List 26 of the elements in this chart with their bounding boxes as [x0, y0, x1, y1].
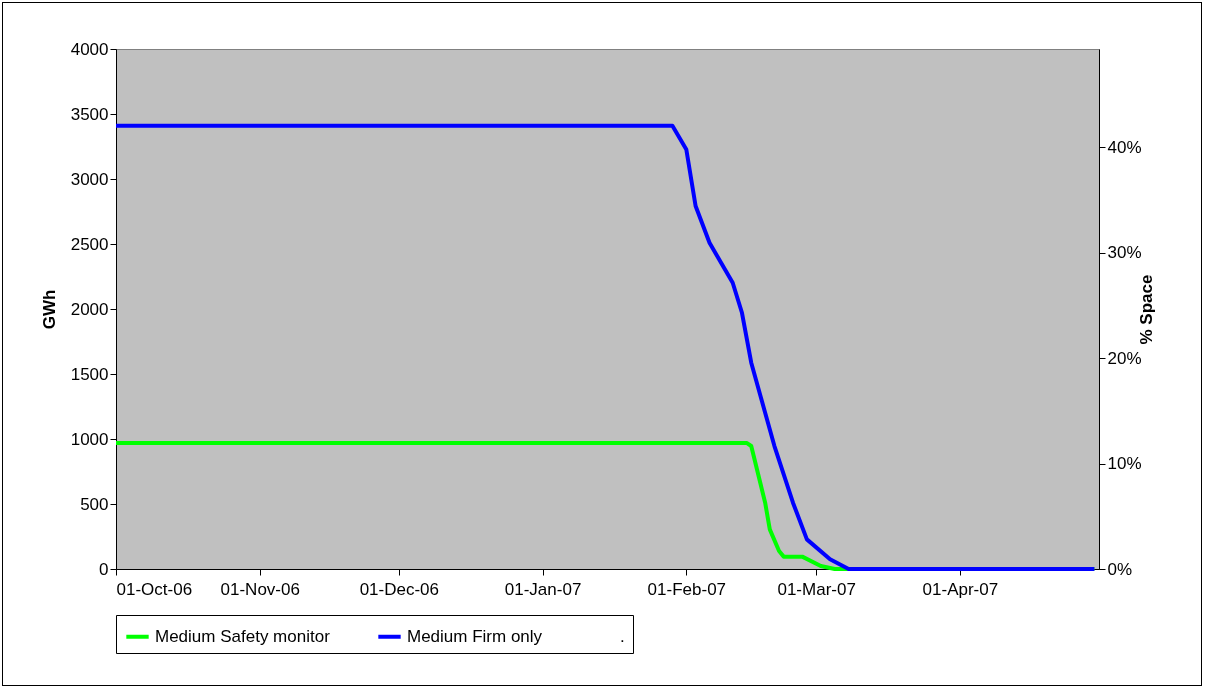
- y-tick-label: 0: [99, 559, 109, 579]
- y2-tick-label: 40%: [1107, 137, 1142, 157]
- x-tick-label: 01-Nov-06: [220, 579, 300, 599]
- y-axis-title: GWh: [39, 289, 59, 330]
- legend-label: Medium Firm only: [407, 626, 543, 646]
- y-tick-label: 1000: [70, 429, 109, 449]
- y-tick-label: 3500: [70, 104, 109, 124]
- y2-tick-label: 20%: [1107, 348, 1142, 368]
- x-tick-label: 01-Jan-07: [504, 579, 582, 599]
- x-tick-label: 01-Oct-06: [116, 579, 193, 599]
- y-tick-label: 500: [80, 494, 109, 514]
- y-tick-label: 4000: [70, 39, 109, 59]
- y-tick-label: 2000: [70, 299, 109, 319]
- y2-tick-label: 10%: [1107, 454, 1142, 474]
- y2-tick-label: 30%: [1107, 243, 1142, 263]
- x-tick-label: 01-Apr-07: [922, 579, 999, 599]
- y-tick-label: 1500: [70, 364, 109, 384]
- y2-tick-label: 0%: [1107, 559, 1133, 579]
- text: .: [620, 626, 625, 646]
- x-tick-label: 01-Mar-07: [777, 579, 856, 599]
- y2-axis-title: % Space: [1136, 274, 1156, 345]
- x-tick-label: 01-Dec-06: [359, 579, 440, 599]
- legend-label: Medium Safety monitor: [155, 626, 331, 646]
- x-tick-label: 01-Feb-07: [647, 579, 727, 599]
- y-tick-label: 2500: [70, 234, 109, 254]
- y-tick-label: 3000: [70, 169, 109, 189]
